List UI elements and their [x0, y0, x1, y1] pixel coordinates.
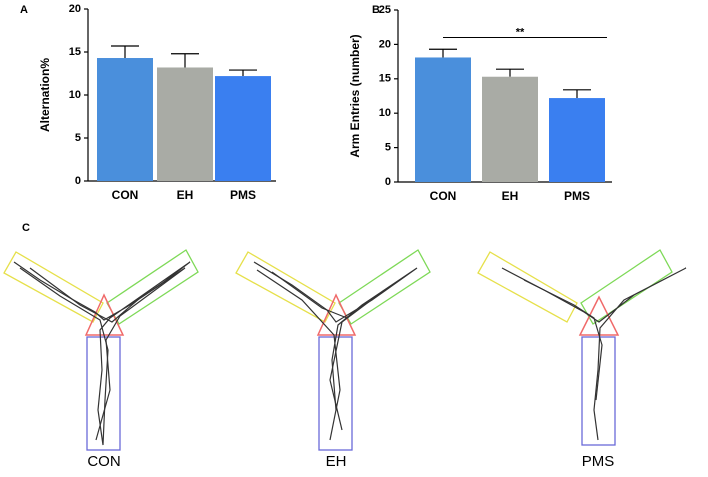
bar — [215, 76, 271, 181]
y-tick-label: 10 — [69, 89, 81, 101]
y-tick-label: 20 — [69, 3, 81, 15]
y-tick-label: 0 — [75, 175, 81, 187]
y-tick-label: 5 — [75, 132, 81, 144]
arm-box — [3, 251, 104, 323]
y-tick-label: 25 — [379, 4, 391, 16]
arm-box — [235, 251, 336, 323]
bar — [549, 98, 605, 182]
trajectory — [13, 261, 191, 446]
y-tick-label: 0 — [385, 176, 391, 188]
trajectory — [271, 271, 383, 431]
maze — [235, 249, 431, 451]
arm-box — [86, 336, 121, 451]
panel-label: C — [22, 222, 30, 234]
panel-label: B — [372, 4, 380, 16]
y-axis-label: Alternation% — [38, 58, 52, 132]
x-tick-label: CON — [430, 189, 457, 203]
y-tick-label: 20 — [379, 38, 391, 50]
arm-box — [580, 249, 673, 325]
maze-label: PMS — [582, 453, 615, 470]
bar — [97, 58, 153, 181]
bar — [482, 76, 538, 182]
y-tick-label: 10 — [379, 107, 391, 119]
y-tick-label: 15 — [379, 73, 391, 85]
maze-label: CON — [87, 453, 120, 470]
center-zone — [578, 295, 620, 336]
x-tick-label: PMS — [564, 189, 590, 203]
trajectory — [501, 267, 687, 441]
x-tick-label: EH — [502, 189, 519, 203]
arm-box — [477, 251, 578, 323]
x-tick-label: EH — [177, 188, 194, 202]
maze — [477, 249, 687, 446]
bar — [157, 67, 213, 181]
panel-label: A — [20, 4, 28, 16]
significance-label: ** — [516, 26, 525, 38]
y-axis-label: Arm Entries (number) — [348, 34, 362, 157]
x-tick-label: CON — [112, 188, 139, 202]
y-tick-label: 5 — [385, 142, 391, 154]
y-tick-label: 15 — [69, 46, 81, 58]
bar — [415, 57, 471, 182]
x-tick-label: PMS — [230, 188, 256, 202]
maze-panel — [3, 249, 687, 451]
trajectory — [29, 267, 186, 441]
arm-box — [581, 336, 616, 446]
maze-label: EH — [326, 453, 347, 470]
arm-box — [106, 249, 199, 325]
maze — [3, 249, 199, 451]
trajectory — [523, 279, 603, 401]
